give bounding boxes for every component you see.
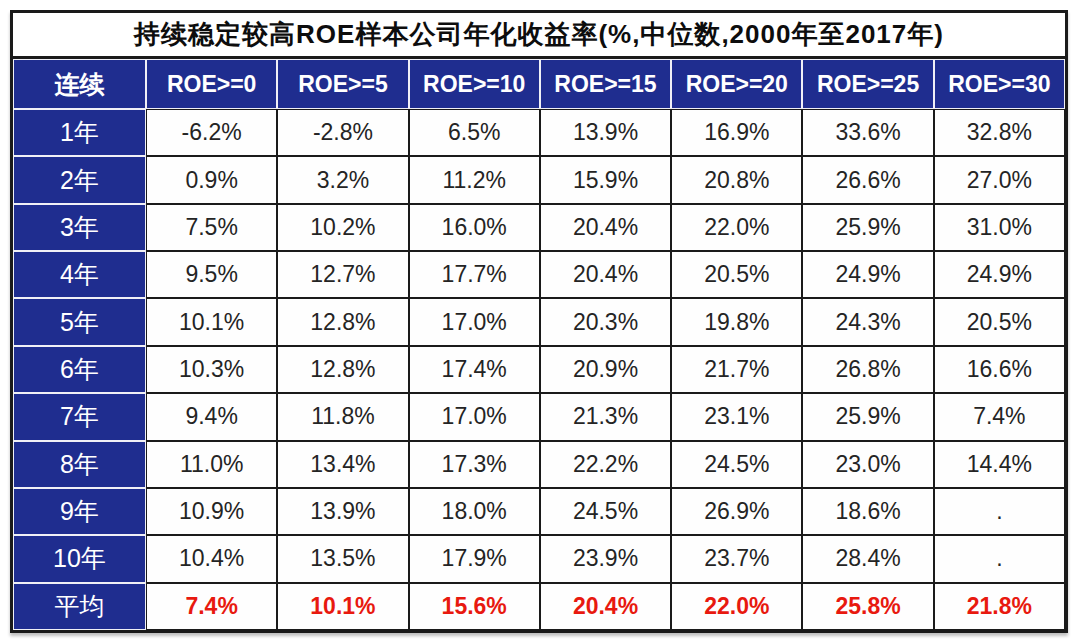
roe-returns-table: 持续稳定较高ROE样本公司年化收益率(%,中位数,2000年至2017年) 连续… bbox=[10, 10, 1068, 633]
table-cell: 13.9% bbox=[540, 109, 671, 156]
table-cell: 31.0% bbox=[934, 204, 1065, 251]
corner-header: 连续 bbox=[13, 59, 146, 109]
average-cell: 10.1% bbox=[277, 583, 408, 630]
column-header: ROE>=30 bbox=[934, 59, 1065, 109]
row-label: 8年 bbox=[13, 441, 146, 488]
column-header: ROE>=10 bbox=[409, 59, 540, 109]
table-cell: 12.7% bbox=[277, 251, 408, 298]
table-cell: 23.0% bbox=[802, 441, 933, 488]
row-label: 10年 bbox=[13, 535, 146, 582]
table-cell: 26.6% bbox=[802, 156, 933, 203]
table-cell: 16.0% bbox=[409, 204, 540, 251]
table-cell: . bbox=[934, 535, 1065, 582]
table-cell: 19.8% bbox=[671, 298, 802, 345]
average-cell: 20.4% bbox=[540, 583, 671, 630]
table-cell: 13.4% bbox=[277, 441, 408, 488]
average-cell: 7.4% bbox=[146, 583, 277, 630]
table-cell: 22.2% bbox=[540, 441, 671, 488]
table-cell: 11.0% bbox=[146, 441, 277, 488]
table-cell: 25.9% bbox=[802, 204, 933, 251]
table-cell: 20.4% bbox=[540, 204, 671, 251]
table-cell: 14.4% bbox=[934, 441, 1065, 488]
table-cell: 23.9% bbox=[540, 535, 671, 582]
table-cell: 21.3% bbox=[540, 393, 671, 440]
row-label: 9年 bbox=[13, 488, 146, 535]
table-cell: 17.9% bbox=[409, 535, 540, 582]
average-cell: 21.8% bbox=[934, 583, 1065, 630]
table-cell: 20.5% bbox=[671, 251, 802, 298]
table-cell: 26.8% bbox=[802, 346, 933, 393]
table-cell: 20.4% bbox=[540, 251, 671, 298]
table-cell: 10.3% bbox=[146, 346, 277, 393]
table-title: 持续稳定较高ROE样本公司年化收益率(%,中位数,2000年至2017年) bbox=[13, 13, 1065, 59]
row-label: 4年 bbox=[13, 251, 146, 298]
table-cell: 21.7% bbox=[671, 346, 802, 393]
table-cell: 24.3% bbox=[802, 298, 933, 345]
row-label: 3年 bbox=[13, 204, 146, 251]
row-label: 6年 bbox=[13, 346, 146, 393]
table-cell: 20.9% bbox=[540, 346, 671, 393]
table-cell: 12.8% bbox=[277, 346, 408, 393]
average-cell: 15.6% bbox=[409, 583, 540, 630]
table-cell: 32.8% bbox=[934, 109, 1065, 156]
table-cell: 18.6% bbox=[802, 488, 933, 535]
table-cell: 6.5% bbox=[409, 109, 540, 156]
table-cell: 10.9% bbox=[146, 488, 277, 535]
row-label: 5年 bbox=[13, 298, 146, 345]
table-cell: 17.0% bbox=[409, 393, 540, 440]
table-cell: 26.9% bbox=[671, 488, 802, 535]
column-header: ROE>=5 bbox=[277, 59, 408, 109]
average-cell: 25.8% bbox=[802, 583, 933, 630]
table-cell: 25.9% bbox=[802, 393, 933, 440]
table-cell: 3.2% bbox=[277, 156, 408, 203]
table-cell: 23.1% bbox=[671, 393, 802, 440]
table-cell: 17.0% bbox=[409, 298, 540, 345]
table-cell: 13.9% bbox=[277, 488, 408, 535]
row-label: 2年 bbox=[13, 156, 146, 203]
row-label: 平均 bbox=[13, 583, 146, 630]
table-cell: 20.3% bbox=[540, 298, 671, 345]
table-cell: -2.8% bbox=[277, 109, 408, 156]
table-cell: 24.9% bbox=[934, 251, 1065, 298]
row-label: 7年 bbox=[13, 393, 146, 440]
table-cell: . bbox=[934, 488, 1065, 535]
table-cell: 24.5% bbox=[540, 488, 671, 535]
table-cell: 10.4% bbox=[146, 535, 277, 582]
column-header: ROE>=25 bbox=[802, 59, 933, 109]
table-cell: 27.0% bbox=[934, 156, 1065, 203]
table-cell: 10.2% bbox=[277, 204, 408, 251]
table-cell: 20.5% bbox=[934, 298, 1065, 345]
table-cell: 17.3% bbox=[409, 441, 540, 488]
table-cell: 16.9% bbox=[671, 109, 802, 156]
table-cell: 18.0% bbox=[409, 488, 540, 535]
table-cell: 17.7% bbox=[409, 251, 540, 298]
table-cell: 24.9% bbox=[802, 251, 933, 298]
table-cell: 13.5% bbox=[277, 535, 408, 582]
average-cell: 22.0% bbox=[671, 583, 802, 630]
table-cell: 22.0% bbox=[671, 204, 802, 251]
table-cell: 11.2% bbox=[409, 156, 540, 203]
table-cell: 15.9% bbox=[540, 156, 671, 203]
table-cell: 11.8% bbox=[277, 393, 408, 440]
table-cell: 20.8% bbox=[671, 156, 802, 203]
table-cell: 12.8% bbox=[277, 298, 408, 345]
table-cell: 9.5% bbox=[146, 251, 277, 298]
table-cell: 7.4% bbox=[934, 393, 1065, 440]
table-grid: 持续稳定较高ROE样本公司年化收益率(%,中位数,2000年至2017年) 连续… bbox=[13, 13, 1065, 630]
column-header: ROE>=15 bbox=[540, 59, 671, 109]
table-cell: -6.2% bbox=[146, 109, 277, 156]
table-cell: 10.1% bbox=[146, 298, 277, 345]
table-cell: 16.6% bbox=[934, 346, 1065, 393]
column-header: ROE>=20 bbox=[671, 59, 802, 109]
table-cell: 7.5% bbox=[146, 204, 277, 251]
table-cell: 17.4% bbox=[409, 346, 540, 393]
table-cell: 33.6% bbox=[802, 109, 933, 156]
column-header: ROE>=0 bbox=[146, 59, 277, 109]
table-cell: 0.9% bbox=[146, 156, 277, 203]
table-cell: 24.5% bbox=[671, 441, 802, 488]
table-cell: 23.7% bbox=[671, 535, 802, 582]
table-cell: 28.4% bbox=[802, 535, 933, 582]
table-cell: 9.4% bbox=[146, 393, 277, 440]
row-label: 1年 bbox=[13, 109, 146, 156]
